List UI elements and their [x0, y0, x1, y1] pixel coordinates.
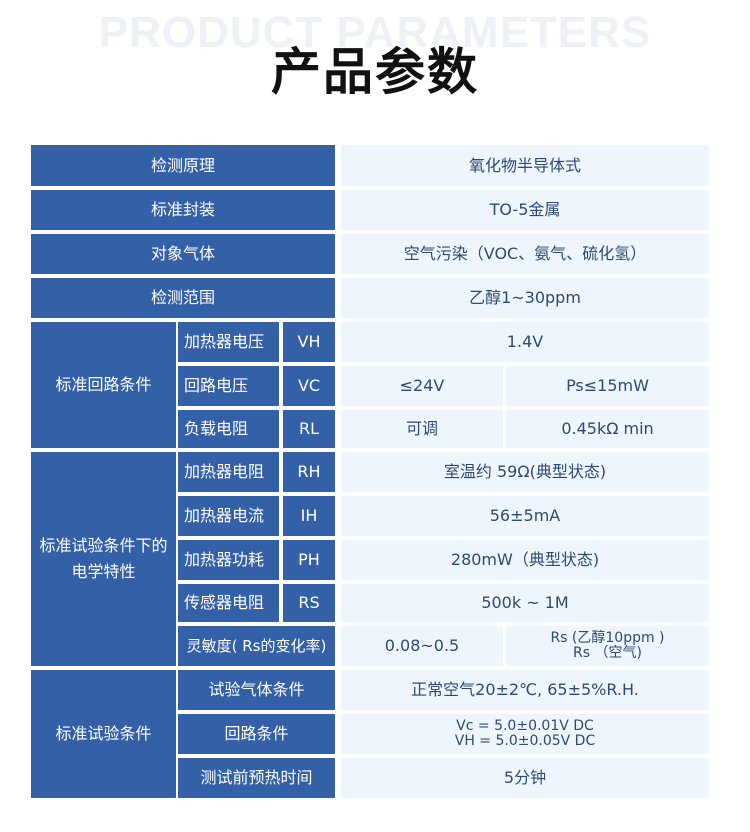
- param-name: 加热器电阻: [178, 452, 279, 492]
- row-label: 对象气体: [31, 234, 335, 274]
- value-line: VH = 5.0±0.05V DC: [454, 733, 596, 749]
- param-name: 试验气体条件: [178, 670, 335, 710]
- row-label: 标准封装: [31, 190, 335, 230]
- background-title: PRODUCT PARAMETERS: [98, 8, 652, 57]
- row-value: 空气污染（VOC、氨气、硫化氢）: [341, 234, 709, 274]
- row-label: 检测范围: [31, 278, 335, 318]
- param-value: 56±5mA: [341, 496, 709, 536]
- row-value: TO-5金属: [341, 190, 709, 230]
- param-name: 加热器电流: [178, 496, 279, 536]
- param-symbol: RH: [283, 452, 335, 492]
- row-value: 氧化物半导体式: [341, 145, 709, 186]
- param-value: 280mW（典型状态): [341, 540, 709, 580]
- value-line: Rs (乙醇10ppm ): [550, 629, 665, 646]
- param-symbol: VH: [283, 322, 335, 362]
- group-label: 标准回路条件: [31, 322, 176, 448]
- value-line: Vc = 5.0±0.01V DC: [456, 717, 594, 734]
- group-label: 标准试验条件下的电学特性: [31, 452, 176, 666]
- param-value: 可调: [341, 410, 503, 448]
- param-value-2: 0.45kΩ min: [506, 410, 709, 448]
- param-value: 500k ~ 1M: [341, 584, 709, 622]
- param-name: 灵敏度( Rs的变化率): [178, 626, 335, 666]
- value-line: Rs （空气): [573, 645, 642, 661]
- param-name: 回路电压: [178, 366, 279, 406]
- param-name: 加热器功耗: [178, 540, 279, 580]
- group-label: 标准试验条件: [31, 670, 176, 798]
- param-value: 室温约 59Ω(典型状态): [341, 452, 709, 492]
- param-name: 负载电阻: [178, 410, 279, 448]
- param-value: 1.4V: [341, 322, 709, 362]
- param-value: Vc = 5.0±0.01V DC VH = 5.0±0.05V DC: [341, 714, 709, 754]
- param-symbol: PH: [283, 540, 335, 580]
- param-symbol: RL: [283, 410, 335, 448]
- param-name: 加热器电压: [178, 322, 279, 362]
- page-title: 产品参数: [271, 43, 479, 101]
- param-symbol: RS: [283, 584, 335, 622]
- param-symbol: IH: [283, 496, 335, 536]
- param-name: 传感器电阻: [178, 584, 279, 622]
- param-value: 正常空气20±2℃, 65±5%R.H.: [341, 670, 709, 710]
- param-value: 0.08~0.5: [341, 626, 503, 666]
- param-symbol: VC: [283, 366, 335, 406]
- param-name: 测试前预热时间: [178, 758, 335, 798]
- param-value-2: Rs (乙醇10ppm ) Rs （空气): [506, 626, 709, 666]
- row-value: 乙醇1~30ppm: [341, 278, 709, 318]
- param-value: ≤24V: [341, 366, 503, 406]
- row-label: 检测原理: [31, 145, 335, 186]
- param-value-2: Ps≤15mW: [506, 366, 709, 406]
- param-value: 5分钟: [341, 758, 709, 798]
- param-name: 回路条件: [178, 714, 335, 754]
